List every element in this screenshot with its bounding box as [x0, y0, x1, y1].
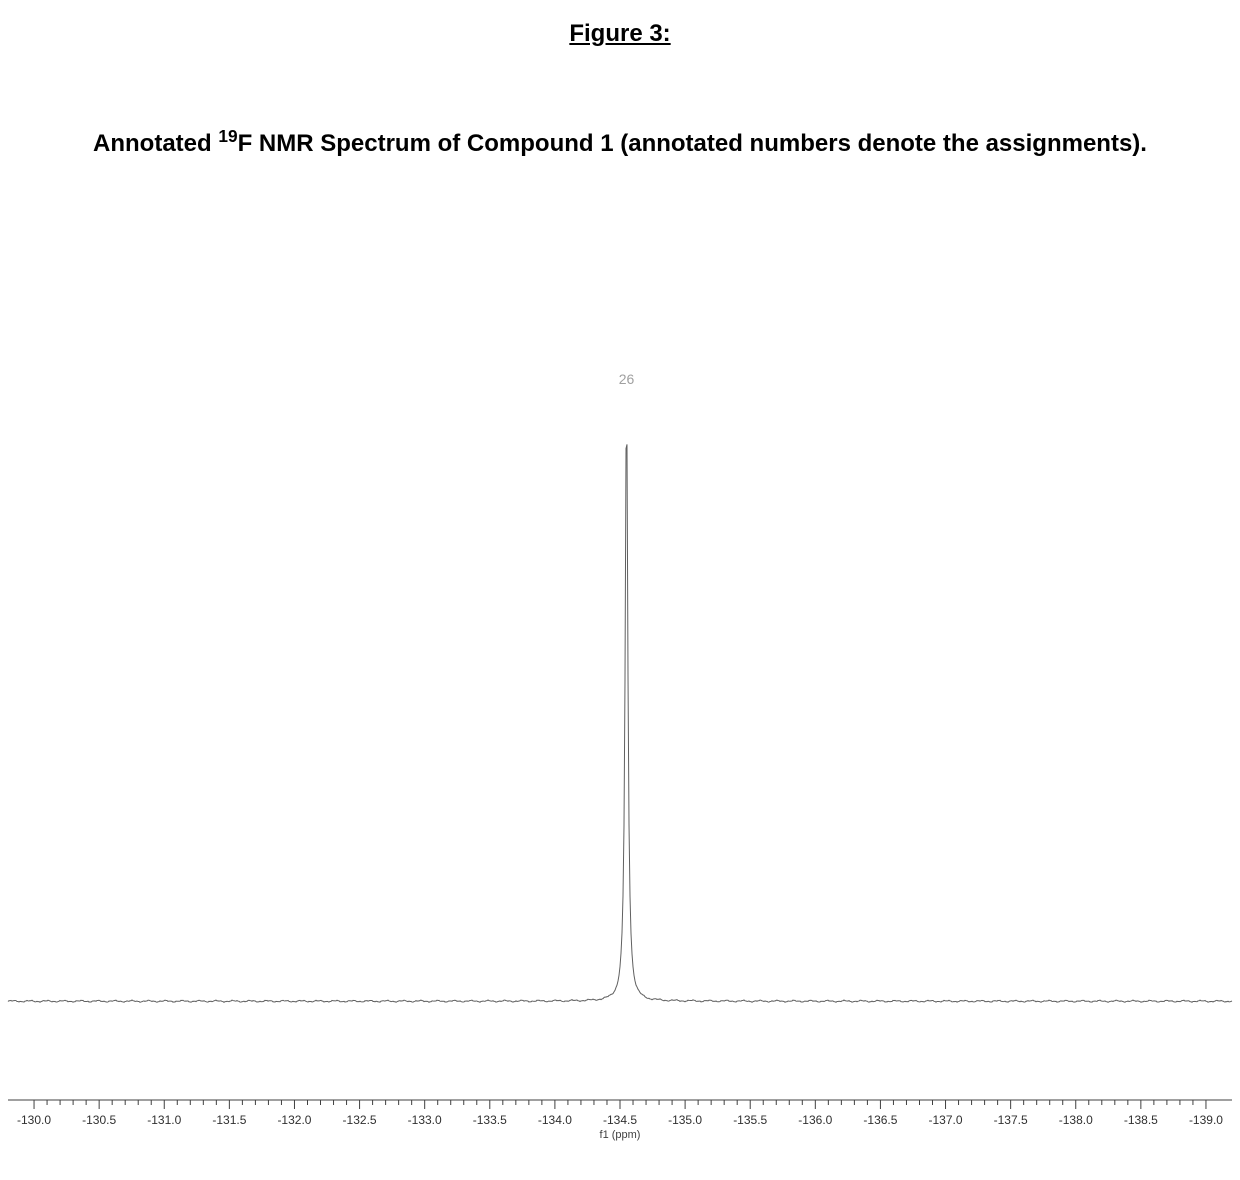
- x-axis-tick-label: -137.5: [994, 1113, 1028, 1127]
- figure-title: Figure 3:: [0, 0, 1240, 48]
- peak-annotation-label: 26: [619, 371, 635, 387]
- figure-caption: Annotated 19F NMR Spectrum of Compound 1…: [0, 118, 1240, 169]
- caption-superscript: 19: [218, 126, 237, 146]
- x-axis-tick-label: -135.5: [733, 1113, 767, 1127]
- x-axis-tick-label: -136.0: [798, 1113, 832, 1127]
- x-axis-tick-label: -132.5: [343, 1113, 377, 1127]
- x-axis-tick-label: -130.5: [82, 1113, 116, 1127]
- x-axis-tick-label: -131.5: [212, 1113, 246, 1127]
- x-axis-tick-label: -133.0: [408, 1113, 442, 1127]
- x-axis-tick-label: -130.0: [17, 1113, 51, 1127]
- x-axis-tick-label: -135.0: [668, 1113, 702, 1127]
- nmr-spectrum: 26 f1 (ppm) -130.0 -130.5 -131.0 -131.5 -132…: [0, 340, 1240, 1179]
- x-axis-tick-label: -139.0: [1189, 1113, 1223, 1127]
- x-axis-tick-label: -133.5: [473, 1113, 507, 1127]
- x-axis-tick-label: -136.5: [863, 1113, 897, 1127]
- x-axis-tick-label: -132.0: [277, 1113, 311, 1127]
- caption-text-prefix: Annotated: [93, 130, 218, 157]
- x-axis-label: f1 (ppm): [600, 1129, 641, 1141]
- x-axis-tick-label: -134.5: [603, 1113, 637, 1127]
- caption-text-rest: F NMR Spectrum of Compound 1 (annotated …: [238, 130, 1147, 157]
- spectrum-svg: [0, 340, 1240, 1180]
- spectrum-trace: [8, 444, 1232, 1002]
- x-axis-tick-label: -138.0: [1059, 1113, 1093, 1127]
- x-axis-tick-label: -138.5: [1124, 1113, 1158, 1127]
- x-axis-tick-label: -137.0: [929, 1113, 963, 1127]
- x-axis-tick-label: -131.0: [147, 1113, 181, 1127]
- x-axis-tick-label: -134.0: [538, 1113, 572, 1127]
